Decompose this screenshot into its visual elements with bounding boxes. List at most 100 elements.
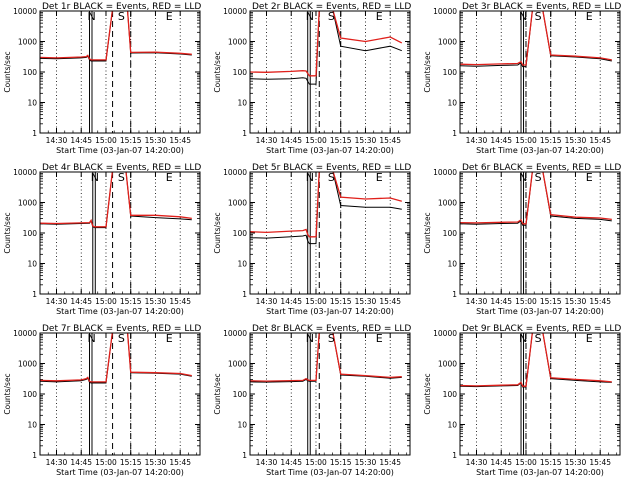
series-lld-line <box>460 11 612 66</box>
y-axis-label: Counts/sec <box>213 51 222 92</box>
panel-det-8: Det 8r BLACK = Events, RED = LLD Counts/s… <box>213 324 411 477</box>
x-tick-label: 15:15 <box>540 458 562 467</box>
x-tick-label: 15:00 <box>305 136 327 145</box>
series-events-line <box>250 11 402 85</box>
marker-n: N <box>519 332 527 345</box>
series-lld-line <box>250 11 403 77</box>
y-axis-label: Counts/sec <box>3 373 12 414</box>
x-tick-label: 15:45 <box>589 458 611 467</box>
plot-frame <box>39 332 201 456</box>
x-tick-label: 14:30 <box>256 136 278 145</box>
marker-e: E <box>376 10 383 23</box>
y-tick-label: 1 <box>452 129 457 138</box>
marker-e: E <box>166 332 173 345</box>
y-tick-label: 100 <box>233 390 248 399</box>
y-tick-label: 100 <box>23 390 38 399</box>
panel-det-6: Det 6r BLACK = Events, RED = LLD Counts/s… <box>423 163 621 316</box>
y-tick-label: 1000 <box>18 360 37 369</box>
marker-n: N <box>91 171 99 184</box>
marker-e: E <box>586 10 593 23</box>
panel-det-7: Det 7r BLACK = Events, RED = LLD Counts/s… <box>3 324 201 477</box>
x-tick-label: 14:45 <box>490 136 512 145</box>
x-tick-label: 15:30 <box>355 458 377 467</box>
y-axis-label: Counts/sec <box>423 212 432 253</box>
x-axis-label: Start Time (03-Jan-07 14:20:00) <box>476 307 604 316</box>
panel-det-9: Det 9r BLACK = Events, RED = LLD Counts/s… <box>423 324 621 477</box>
x-tick-label: 15:00 <box>95 458 117 467</box>
marker-s: S <box>328 171 335 184</box>
panel-title: Det 5r BLACK = Events, RED = LLD <box>252 163 411 173</box>
x-tick-label: 15:00 <box>95 136 117 145</box>
marker-s: S <box>328 10 335 23</box>
panel-det-5: Det 5r BLACK = Events, RED = LLD Counts/s… <box>213 163 411 316</box>
y-tick-label: 1 <box>32 290 37 299</box>
marker-s: S <box>118 332 125 345</box>
series-lld-line <box>460 172 612 225</box>
y-tick-label: 10 <box>447 260 457 269</box>
y-axis-label: Counts/sec <box>423 51 432 92</box>
x-axis-label: Start Time (03-Jan-07 14:20:00) <box>56 146 184 155</box>
x-tick-label: 15:15 <box>120 458 142 467</box>
y-tick-label: 1 <box>452 451 457 460</box>
x-axis-label: Start Time (03-Jan-07 14:20:00) <box>266 468 394 477</box>
x-tick-label: 14:30 <box>46 136 68 145</box>
x-tick-label: 15:15 <box>120 136 142 145</box>
y-tick-label: 10000 <box>223 329 247 338</box>
x-tick-label: 15:30 <box>565 458 587 467</box>
marker-n: N <box>519 171 527 184</box>
x-tick-label: 15:45 <box>379 136 401 145</box>
y-tick-label: 1000 <box>228 199 247 208</box>
y-tick-label: 1000 <box>438 38 457 47</box>
x-tick-label: 14:45 <box>490 297 512 306</box>
y-tick-label: 1000 <box>438 360 457 369</box>
x-tick-label: 15:45 <box>589 297 611 306</box>
y-axis-label: Counts/sec <box>3 212 12 253</box>
y-tick-label: 1 <box>242 129 247 138</box>
y-tick-label: 1 <box>242 290 247 299</box>
y-tick-label: 10000 <box>433 168 457 177</box>
panel-title: Det 3r BLACK = Events, RED = LLD <box>462 2 621 12</box>
y-tick-label: 10 <box>237 260 247 269</box>
y-tick-label: 1 <box>32 451 37 460</box>
marker-s: S <box>535 171 542 184</box>
x-tick-label: 15:15 <box>330 136 352 145</box>
plot-frame <box>39 171 201 295</box>
y-tick-label: 1000 <box>18 38 37 47</box>
x-tick-label: 15:00 <box>95 297 117 306</box>
y-tick-label: 1000 <box>438 199 457 208</box>
x-tick-label: 15:00 <box>515 136 537 145</box>
y-axis-label: Counts/sec <box>213 212 222 253</box>
panel-title: Det 7r BLACK = Events, RED = LLD <box>42 324 201 334</box>
y-tick-label: 10000 <box>13 7 37 16</box>
plot-frame <box>459 10 621 134</box>
y-tick-label: 100 <box>233 229 248 238</box>
panel-det-4: Det 4r BLACK = Events, RED = LLD Counts/s… <box>3 163 201 316</box>
series-events-line <box>250 333 402 383</box>
y-tick-label: 10000 <box>433 7 457 16</box>
y-axis-label: Counts/sec <box>213 373 222 414</box>
x-tick-label: 15:15 <box>120 297 142 306</box>
x-tick-label: 14:45 <box>280 136 302 145</box>
panel-title: Det 8r BLACK = Events, RED = LLD <box>252 324 411 334</box>
y-tick-label: 1 <box>242 451 247 460</box>
marker-s: S <box>118 171 125 184</box>
x-tick-label: 15:00 <box>305 458 327 467</box>
y-tick-label: 1 <box>452 290 457 299</box>
x-axis-label: Start Time (03-Jan-07 14:20:00) <box>476 146 604 155</box>
panel-det-1: Det 1r BLACK = Events, RED = LLD Counts/s… <box>3 2 201 155</box>
x-tick-label: 15:30 <box>145 458 167 467</box>
x-axis-label: Start Time (03-Jan-07 14:20:00) <box>266 146 394 155</box>
panel-det-2: Det 2r BLACK = Events, RED = LLD Counts/s… <box>213 2 411 155</box>
y-tick-label: 100 <box>23 229 38 238</box>
marker-s: S <box>328 332 335 345</box>
x-tick-label: 15:15 <box>540 297 562 306</box>
x-tick-label: 14:45 <box>280 458 302 467</box>
marker-n: N <box>306 10 314 23</box>
plot-frame <box>249 332 411 456</box>
x-tick-label: 14:30 <box>256 297 278 306</box>
x-tick-label: 15:45 <box>379 458 401 467</box>
series-events-line <box>460 333 612 388</box>
x-tick-label: 15:45 <box>589 136 611 145</box>
x-tick-label: 15:00 <box>305 297 327 306</box>
